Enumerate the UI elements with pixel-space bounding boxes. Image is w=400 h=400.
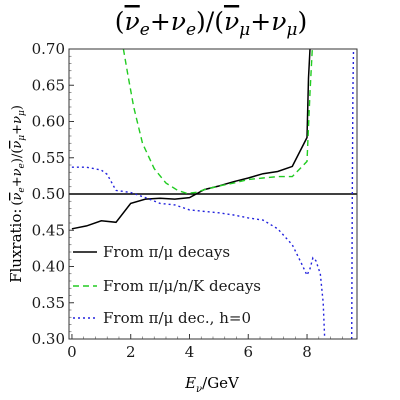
ylabel-sub3: μ <box>17 135 27 141</box>
y-tick-label: 0.40 <box>32 258 65 276</box>
legend: From π/μ decays From π/μ/n/K decays From π… <box>73 243 261 327</box>
ylabel-close: ) <box>10 105 25 110</box>
xlabel-e: E <box>184 374 196 392</box>
ylabel-nu4: ν <box>10 116 25 124</box>
series-line-1 <box>71 49 311 230</box>
y-axis-label: Fluxratio:(νe+νe)/(νμ+νμ) <box>7 105 27 283</box>
ylabel-mid: )/( <box>10 149 25 164</box>
title-nu3: ν <box>224 7 239 36</box>
y-tick-label: 0.55 <box>32 149 65 167</box>
x-axis-label: Eν/GeV <box>184 374 240 395</box>
ylabel-prefix: Fluxratio: <box>7 209 25 283</box>
ylabel-nu3: ν <box>10 141 25 149</box>
title-sub1: e <box>140 20 150 40</box>
ylabel-sub4: μ <box>17 110 27 116</box>
title-plus2: + <box>250 7 271 36</box>
ylabel-sub1: e <box>17 187 27 192</box>
title-nu2: ν <box>171 7 186 36</box>
y-tick-label: 0.50 <box>32 185 65 203</box>
ylabel-nu1: ν <box>10 192 25 200</box>
y-tick-label: 0.65 <box>32 76 65 94</box>
series-line-2 <box>122 49 313 195</box>
plot-frame <box>68 48 358 340</box>
legend-label: From π/μ dec., h=0 <box>103 309 251 327</box>
x-tick-label: 8 <box>302 343 312 361</box>
ylabel-nu2: ν <box>10 168 25 176</box>
ylabel-plus2: + <box>10 124 25 135</box>
x-tick-label: 0 <box>67 343 77 361</box>
xlabel-unit: /GeV <box>202 374 240 392</box>
chart-title: (νe+νe)/(νμ+νμ) <box>115 7 307 40</box>
title-plus1: + <box>150 7 171 36</box>
y-tick-label: 0.35 <box>32 294 65 312</box>
y-tick-label: 0.45 <box>32 221 65 239</box>
title-mid: )/( <box>196 7 224 36</box>
y-tick-label: 0.70 <box>32 40 65 58</box>
title-sub4: μ <box>286 20 297 40</box>
ylabel-open: ( <box>10 200 25 205</box>
series-line-3 <box>71 166 326 339</box>
title-close: ) <box>297 7 307 36</box>
legend-label: From π/μ/n/K decays <box>103 277 261 295</box>
y-tick-label: 0.60 <box>32 113 65 131</box>
series-layer <box>69 49 357 339</box>
title-nu4: ν <box>271 7 286 36</box>
title-open: ( <box>115 7 125 36</box>
xlabel-sub: ν <box>196 384 202 395</box>
y-tick-label: 0.30 <box>32 330 65 348</box>
x-tick-label: 4 <box>185 343 195 361</box>
series-line-4 <box>351 49 355 339</box>
legend-label: From π/μ decays <box>103 243 230 261</box>
axis-ticks: 0.30 0.35 0.40 0.45 0.50 0.55 0.60 0.65 0.70 0 2 4 6… <box>32 40 343 361</box>
title-sub2: e <box>186 20 196 40</box>
x-tick-label: 6 <box>243 343 253 361</box>
x-tick-label: 2 <box>126 343 136 361</box>
title-nu1: ν <box>125 7 140 36</box>
ylabel-sub2: e <box>17 163 27 168</box>
ylabel-plus1: + <box>10 176 25 187</box>
title-sub3: μ <box>239 20 250 40</box>
